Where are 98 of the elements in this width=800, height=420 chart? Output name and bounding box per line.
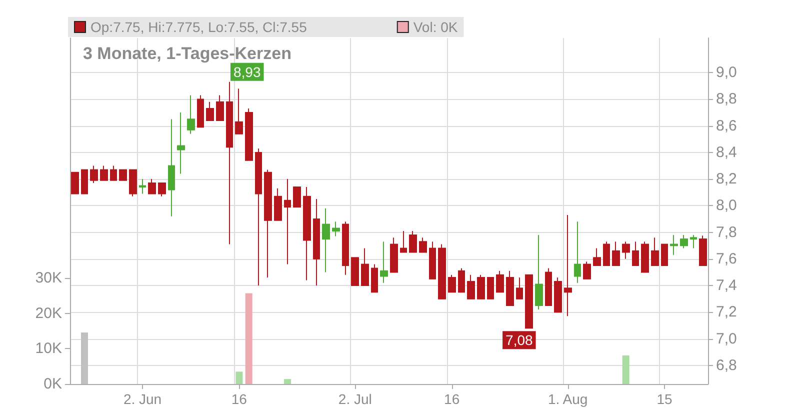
candlestick (177, 112, 185, 174)
bar (622, 355, 630, 384)
candlestick (206, 101, 214, 122)
candlestick (409, 230, 417, 253)
candlestick (583, 261, 591, 280)
candlestick (81, 169, 88, 194)
candlestick (574, 221, 581, 284)
candlestick (119, 169, 127, 181)
candlestick (438, 244, 446, 300)
y-tick-label: 8,8 (716, 90, 737, 108)
candlestick (332, 221, 340, 237)
y-tick-label: 7,6 (716, 250, 737, 268)
candlestick (535, 234, 543, 310)
candlestick (313, 198, 320, 286)
y-tick-label: 7,0 (716, 330, 737, 348)
chart-title: 3 Monate, 1-Tages-Kerzen (83, 44, 292, 63)
annotation: 8,93 (234, 64, 261, 80)
y-tick-label: 7,4 (716, 277, 737, 294)
candlestick (245, 108, 253, 161)
x-tick-label: 16 (444, 391, 460, 407)
candlestick (477, 274, 485, 300)
annotation: 7,08 (506, 332, 534, 348)
y-tick-label: 7,2 (716, 304, 737, 321)
candlestick (690, 234, 697, 249)
legend-label: Vol: 0K (413, 19, 458, 35)
y2-tick-label: 0K (44, 376, 62, 392)
y-tick-label: 6,8 (716, 356, 737, 374)
candlestick (274, 188, 282, 221)
y-tick-label: 9,0 (716, 64, 737, 82)
candlestick (506, 270, 514, 306)
x-tick-label: 2. Jun (123, 391, 162, 407)
candlestick (448, 274, 456, 293)
candlestick (264, 169, 272, 278)
bar (284, 379, 291, 384)
candlestick (564, 214, 572, 317)
y-tick-label: 8,6 (716, 117, 737, 134)
candlestick (371, 264, 378, 293)
candlestick (467, 274, 475, 300)
candlestick (255, 148, 262, 286)
candlestick (197, 94, 204, 128)
candlestick (100, 165, 108, 181)
bar (81, 332, 88, 384)
candlestick (651, 237, 659, 266)
candlestick (622, 241, 630, 260)
candlestick (593, 248, 601, 266)
candlestick (390, 237, 398, 273)
y-tick-label: 8,0 (716, 197, 737, 214)
candlestick (361, 248, 369, 286)
candlestick (458, 268, 465, 293)
bar (236, 372, 243, 384)
candlestick (516, 277, 523, 300)
candlestick (680, 234, 688, 249)
candlestick (670, 234, 678, 256)
candlestick (545, 268, 552, 306)
candlestick (129, 169, 137, 197)
candlestick (284, 178, 291, 265)
y2-tick-label: 20K (35, 304, 62, 322)
candlestick (487, 277, 494, 300)
y2-tick-label: 10K (35, 340, 62, 358)
candlestick (322, 208, 330, 273)
candlestick (168, 118, 175, 217)
legend-label: Op:7.75, Hi:7.775, Lo:7.55, Cl:7.55 (90, 19, 308, 35)
x-tick-label: 1. Aug (548, 391, 588, 407)
x-tick-label: 2. Jul (338, 391, 372, 407)
candlestick (400, 230, 407, 253)
y2-tick-label: 30K (35, 270, 62, 287)
candlestick (187, 94, 195, 134)
candlestick (429, 241, 436, 280)
candlestick (235, 88, 243, 134)
candlestick (496, 270, 504, 293)
y-tick-label: 8,2 (716, 170, 737, 188)
candlestick (603, 241, 610, 266)
bar (245, 293, 252, 384)
candlestick (139, 178, 146, 194)
candlestick (554, 277, 562, 313)
candlestick (661, 244, 668, 266)
x-tick-label: 15 (656, 391, 672, 407)
candlestick (216, 94, 224, 122)
candlestick (380, 241, 388, 284)
candlestick (525, 274, 533, 329)
candlestick (342, 221, 349, 276)
candlestick (632, 241, 639, 266)
candlestick (90, 165, 98, 184)
candlestick (293, 186, 301, 208)
candlestick (158, 182, 166, 197)
candlestick (419, 237, 427, 253)
candlestick (351, 257, 359, 286)
candlestick (148, 178, 156, 194)
candlestick (110, 165, 117, 181)
candlestick (612, 241, 620, 266)
candlestick (71, 172, 79, 194)
candlestick (303, 186, 311, 281)
y-tick-label: 7,8 (716, 224, 737, 241)
candlestick (226, 81, 233, 245)
y-tick-label: 8,4 (716, 144, 737, 161)
candlestick (641, 241, 649, 273)
candlestick (699, 235, 707, 266)
x-tick-label: 16 (231, 391, 248, 407)
